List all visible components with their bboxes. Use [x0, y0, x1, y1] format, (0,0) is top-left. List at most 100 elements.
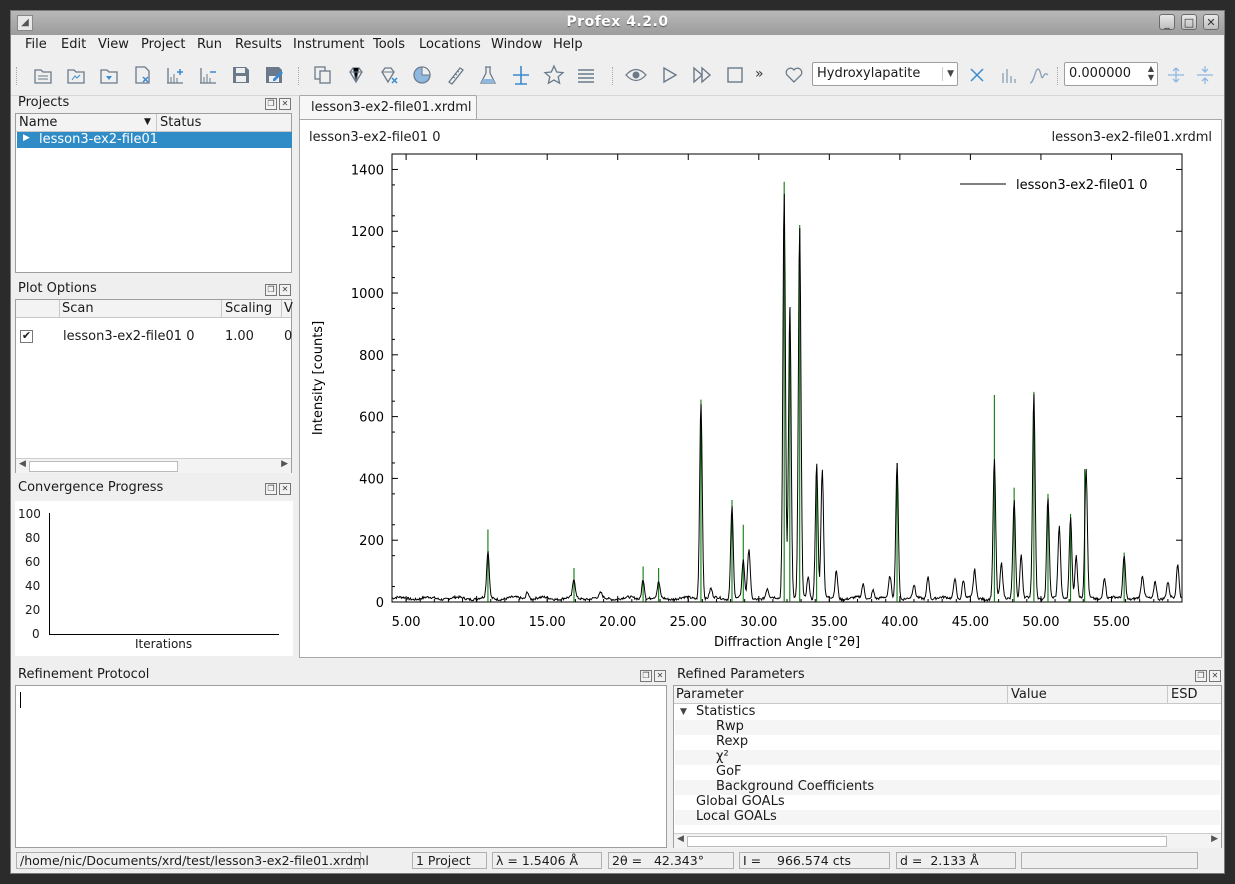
tree-item-gof[interactable]: GoF [716, 764, 742, 779]
tree-item-chi2[interactable]: χ² [716, 749, 729, 764]
column-header-status[interactable]: Status [160, 115, 202, 130]
column-header-value[interactable]: Value [1011, 687, 1047, 702]
peak-marker-icon[interactable] [509, 63, 533, 87]
close-button[interactable]: ✕ [1203, 14, 1219, 30]
horizontal-scrollbar[interactable]: ◀ ▶ [16, 458, 291, 473]
menu-tools[interactable]: Tools [373, 37, 406, 52]
peak-bars-icon[interactable] [997, 63, 1021, 87]
close-panel-icon[interactable]: ✕ [279, 98, 291, 110]
menu-help[interactable]: Help [553, 37, 583, 52]
float-panel-icon[interactable]: ❐ [265, 98, 277, 110]
remove-scan-icon[interactable] [196, 63, 220, 87]
calibration-icon[interactable] [443, 63, 467, 87]
copy-scan-icon[interactable] [311, 63, 335, 87]
flask-icon[interactable] [476, 63, 500, 87]
tree-item-rexp[interactable]: Rexp [716, 734, 749, 749]
close-panel-icon[interactable]: ✕ [279, 483, 291, 495]
scrollbar-thumb[interactable] [687, 836, 1167, 847]
toolbar-overflow-button[interactable]: » [755, 66, 764, 82]
menu-instrument[interactable]: Instrument [293, 37, 365, 52]
heart-icon[interactable] [782, 63, 806, 87]
expand-icon[interactable] [1164, 63, 1188, 87]
compress-icon[interactable] [1193, 63, 1217, 87]
float-panel-icon[interactable]: ❐ [1195, 670, 1207, 682]
column-header-scan[interactable]: Scan [62, 301, 94, 316]
collapse-arrow-icon[interactable]: ▼ [680, 707, 687, 717]
column-divider[interactable] [281, 300, 282, 317]
float-panel-icon[interactable]: ❐ [640, 670, 652, 682]
close-panel-icon[interactable]: ✕ [654, 670, 666, 682]
new-project-icon[interactable] [31, 63, 55, 87]
favorite-star-icon[interactable] [542, 63, 566, 87]
menu-locations[interactable]: Locations [419, 37, 481, 52]
scrollbar-thumb[interactable] [29, 461, 178, 472]
menu-run[interactable]: Run [197, 37, 222, 52]
run-play-icon[interactable] [657, 63, 681, 87]
menu-results[interactable]: Results [235, 37, 282, 52]
column-header-scaling[interactable]: Scaling [225, 301, 273, 316]
add-scan-icon[interactable] [163, 63, 187, 87]
stop-icon[interactable] [723, 63, 747, 87]
spin-arrows-icon[interactable]: ▲ ▼ [1147, 64, 1154, 82]
tree-item-rwp[interactable]: Rwp [716, 719, 744, 734]
column-header-esd[interactable]: ESD [1171, 687, 1198, 702]
column-divider[interactable] [1007, 686, 1008, 703]
tree-item-background-coefficients[interactable]: Background Coefficients [716, 779, 875, 794]
open-project-icon[interactable] [64, 63, 88, 87]
column-header-v[interactable]: V [284, 301, 293, 316]
close-panel-icon[interactable]: ✕ [1209, 670, 1221, 682]
run-all-icon[interactable] [690, 63, 714, 87]
scroll-right-icon[interactable]: ▶ [281, 459, 288, 469]
visibility-eye-icon[interactable] [624, 63, 648, 87]
tree-item-local-goals[interactable]: Local GOALs [696, 809, 777, 824]
expand-arrow-icon[interactable]: ▶ [23, 133, 30, 143]
phase-select[interactable]: Hydroxylapatite ▼ [812, 62, 958, 86]
numeric-spinbox[interactable]: 0.000000 ▲ ▼ [1064, 62, 1158, 86]
status-file-path: /home/nic/Documents/xrd/test/lesson3-ex2… [16, 852, 369, 869]
refined-parameters-tree[interactable]: Parameter Value ESD ▼ Statistics Rwp Rex… [673, 685, 1222, 848]
tree-item-global-goals[interactable]: Global GOALs [696, 794, 785, 809]
column-divider[interactable] [221, 300, 222, 317]
refinement-protocol-editor[interactable] [15, 685, 667, 848]
tree-row-project[interactable]: ▶ lesson3-ex2-file01 [17, 132, 292, 148]
column-header-parameter[interactable]: Parameter [676, 687, 744, 702]
scan-scaling[interactable]: 1.00 [225, 329, 254, 344]
save-as-icon[interactable] [262, 63, 286, 87]
minimize-button[interactable]: _ [1159, 14, 1175, 30]
quantification-pie-icon[interactable] [410, 63, 434, 87]
menu-edit[interactable]: Edit [61, 37, 87, 52]
horizontal-scrollbar[interactable]: ◀ ▶ [674, 833, 1221, 848]
column-divider[interactable] [156, 114, 157, 131]
menu-window[interactable]: Window [491, 37, 543, 52]
close-panel-icon[interactable]: ✕ [279, 284, 291, 296]
column-header-name[interactable]: Name [19, 115, 58, 130]
column-divider[interactable] [59, 300, 60, 317]
scroll-left-icon[interactable]: ◀ [677, 834, 684, 844]
plot-area[interactable]: lesson3-ex2-file01 0 lesson3-ex2-file01.… [299, 119, 1222, 658]
plot-options-table[interactable]: Scan Scaling V ✔ lesson3-ex2-file01 0 1.… [15, 299, 293, 473]
save-icon[interactable] [229, 63, 253, 87]
diffraction-chart[interactable]: 0 200 400 600 800 1000 1200 1400 5.00 10.00 15.00 2… [300, 137, 1221, 657]
import-folder-icon[interactable] [97, 63, 121, 87]
tree-item-statistics[interactable]: Statistics [696, 704, 756, 719]
menu-project[interactable]: Project [141, 37, 186, 52]
float-panel-icon[interactable]: ❐ [265, 284, 277, 296]
peak-curve-icon[interactable] [1027, 63, 1051, 87]
toolbar-grip[interactable] [16, 67, 20, 85]
menu-file[interactable]: File [25, 37, 47, 52]
menu-view[interactable]: View [98, 37, 129, 52]
scroll-right-icon[interactable]: ▶ [1211, 834, 1218, 844]
close-project-icon[interactable] [130, 63, 154, 87]
add-phase-icon[interactable] [344, 63, 368, 87]
column-divider[interactable] [1167, 686, 1168, 703]
scroll-left-icon[interactable]: ◀ [19, 459, 26, 469]
projects-tree[interactable]: Name ▼ Status ▶ lesson3-ex2-file01 [15, 113, 292, 273]
line-style-icon[interactable] [575, 63, 599, 87]
scan-visible-checkbox[interactable]: ✔ [20, 329, 33, 343]
maximize-button[interactable]: □ [1181, 14, 1197, 30]
tab-scan-file[interactable]: lesson3-ex2-file01.xrdml [299, 95, 477, 121]
title-bar[interactable]: ◢ Profex 4.2.0 _ □ ✕ [11, 11, 1224, 36]
clear-x-icon[interactable] [965, 63, 989, 87]
remove-phase-icon[interactable] [377, 63, 401, 87]
float-panel-icon[interactable]: ❐ [265, 483, 277, 495]
